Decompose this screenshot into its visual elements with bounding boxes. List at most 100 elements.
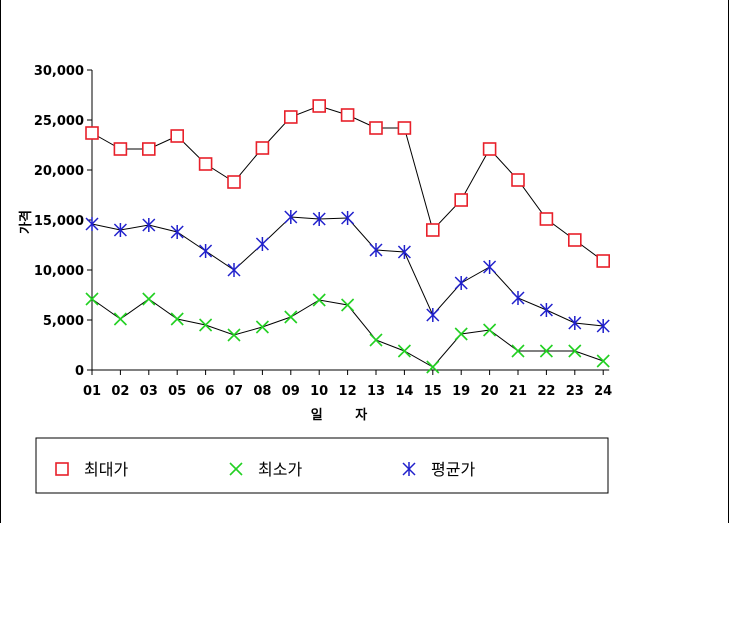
x-marker-stroke <box>596 354 610 368</box>
data-point-square <box>85 126 99 140</box>
data-point-asterisk <box>539 303 553 317</box>
y-tick-label: 10,000 <box>34 264 84 279</box>
x-tick-label: 09 <box>282 384 300 399</box>
data-point-asterisk <box>255 237 269 251</box>
data-point-asterisk <box>483 260 497 274</box>
y-tick-label: 0 <box>75 364 84 379</box>
x-marker-stroke <box>341 298 355 312</box>
x-tick-label: 23 <box>566 384 584 399</box>
data-point-x <box>511 344 525 358</box>
data-point-asterisk <box>454 276 468 290</box>
data-point-asterisk <box>568 316 582 330</box>
x-axis-title: 일 자 <box>311 408 381 423</box>
data-point-square <box>170 129 184 143</box>
data-point-x <box>142 292 156 306</box>
series-layer <box>85 99 611 374</box>
data-point-asterisk <box>341 211 355 225</box>
data-point-asterisk <box>426 308 440 322</box>
data-point-x <box>426 360 440 374</box>
x-marker-stroke <box>483 323 497 337</box>
data-point-square <box>425 223 440 237</box>
x-marker-stroke <box>312 293 326 307</box>
data-point-x <box>397 344 411 358</box>
data-point-x <box>227 328 241 342</box>
x-tick-label: 06 <box>197 384 215 399</box>
x-tick-label: 22 <box>537 384 555 399</box>
x-tick-label: 08 <box>253 384 271 399</box>
x-marker-stroke <box>426 360 440 374</box>
series-line-2 <box>91 216 604 327</box>
data-point-square <box>596 254 611 268</box>
x-marker-stroke <box>369 333 383 347</box>
y-axis-title: 가격 <box>19 210 34 234</box>
data-point-x <box>596 354 610 368</box>
data-point-asterisk <box>369 243 383 257</box>
data-point-asterisk <box>227 263 241 277</box>
frame-right-border <box>728 0 729 523</box>
y-tick-label: 15,000 <box>34 214 84 229</box>
x-marker-stroke <box>539 344 553 358</box>
x-tick-label: 02 <box>111 384 129 399</box>
legend-marker-2 <box>402 462 416 476</box>
x-tick-label: 01 <box>83 384 101 399</box>
x-tick-label: 15 <box>424 384 442 399</box>
data-point-square <box>369 121 383 135</box>
data-point-square <box>482 142 497 156</box>
data-point-x <box>170 312 184 326</box>
legend-label-0: 최대가 <box>84 460 128 479</box>
x-marker-stroke <box>229 462 243 476</box>
x-marker-stroke <box>255 320 269 334</box>
data-point-x <box>284 310 298 324</box>
data-point-asterisk <box>312 212 326 226</box>
legend-marker-0 <box>55 462 69 476</box>
data-point-asterisk <box>85 217 99 231</box>
data-point-x <box>255 320 269 334</box>
data-point-square <box>227 175 241 189</box>
y-tick-label: 25,000 <box>34 114 84 129</box>
data-point-square <box>198 157 213 171</box>
data-point-x <box>85 292 99 306</box>
data-point-asterisk <box>113 223 127 237</box>
data-point-asterisk <box>284 210 298 224</box>
x-marker-stroke <box>199 318 213 332</box>
data-point-square <box>113 142 128 156</box>
legend: 최대가 최소가 평균가 <box>35 437 609 494</box>
data-point-x <box>369 333 383 347</box>
data-point-x <box>341 298 355 312</box>
data-point-square <box>340 108 355 122</box>
data-point-square <box>283 110 298 124</box>
x-marker-stroke <box>284 310 298 324</box>
x-marker-stroke <box>511 344 525 358</box>
data-point-x <box>312 293 326 307</box>
data-point-square <box>397 121 412 135</box>
x-marker-stroke <box>113 312 127 326</box>
data-point-asterisk <box>170 225 184 239</box>
data-point-asterisk <box>397 245 411 259</box>
data-point-asterisk <box>596 319 610 333</box>
legend-label-2: 평균가 <box>431 460 475 479</box>
y-tick-label: 5,000 <box>43 314 84 329</box>
data-point-asterisk <box>142 218 156 232</box>
data-point-x <box>454 327 468 341</box>
legend-box <box>35 437 609 494</box>
y-tick-label: 20,000 <box>34 164 84 179</box>
tick-labels-layer: 0 5,000 10,000 15,000 20,000 25,000 30,000 01 02… <box>34 64 612 399</box>
x-marker-stroke <box>227 328 241 342</box>
x-marker-stroke <box>397 344 411 358</box>
x-tick-label: 20 <box>481 384 499 399</box>
data-point-asterisk <box>511 291 525 305</box>
data-point-square <box>511 173 525 187</box>
legend-entries: 최대가 최소가 평균가 <box>55 460 475 479</box>
x-marker-stroke <box>454 327 468 341</box>
legend-label-1: 최소가 <box>258 460 302 479</box>
data-point-x <box>113 312 127 326</box>
x-tick-label: 14 <box>395 384 413 399</box>
frame-left-border <box>0 0 1 523</box>
data-point-square <box>312 99 327 113</box>
data-point-x <box>199 318 213 332</box>
x-tick-label: 13 <box>367 384 385 399</box>
x-tick-label: 03 <box>140 384 158 399</box>
x-tick-label: 07 <box>225 384 243 399</box>
x-marker-stroke <box>170 312 184 326</box>
x-tick-label: 10 <box>310 384 328 399</box>
